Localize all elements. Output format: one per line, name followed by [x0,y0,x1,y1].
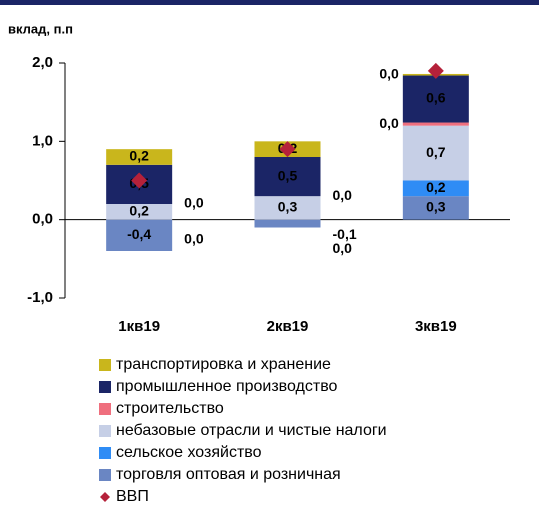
legend-label: ВВП [116,488,149,505]
x-tick-label: 1кв19 [118,318,160,335]
legend-label: торговля оптовая и розничная [116,466,341,483]
data-label: 0,7 [426,144,446,160]
legend-swatch [99,447,111,459]
legend-swatch [99,359,111,371]
header-band [0,0,539,5]
gdp-marker [427,62,444,79]
data-label: 0,0 [184,195,204,211]
legend-label: промышленное производство [116,378,338,395]
data-label: 0,3 [278,199,298,215]
legend-label: транспортировка и хранение [116,356,331,373]
data-label: 0,0 [333,240,353,256]
bar-segment [106,149,173,165]
bar-segment [402,196,469,220]
x-tick-label: 2кв19 [267,318,309,335]
y-tick-label: -1,0 [27,289,53,306]
data-label: 0,6 [426,90,446,106]
legend-swatch [99,469,111,481]
bar-segment [106,219,173,251]
legend-swatch [99,381,111,393]
legend-label: сельское хозяйство [116,444,262,461]
legend-swatch [99,425,111,437]
gdp-marker [131,172,148,189]
data-label: 0,0 [333,187,353,203]
y-axis-label: вклад, п.п [8,21,73,36]
legend-label: небазовые отрасли и чистые налоги [116,422,387,439]
data-label: 0,2 [129,148,149,164]
bar-segment [254,157,321,197]
bar-segment [402,122,469,126]
legend-label: строительство [116,400,224,417]
y-tick-label: 0,0 [32,211,53,228]
y-tick-label: 2,0 [32,54,53,71]
x-tick-label: 3кв19 [415,318,457,335]
data-label: 0,5 [278,167,298,183]
data-label: -0,4 [127,226,151,242]
legend-swatch [99,403,111,415]
bar-segment [254,196,321,220]
data-label: 0,2 [426,179,446,195]
bar-segment [402,75,469,123]
data-label: 0,0 [379,65,399,81]
bar-segment [106,204,173,220]
gdp-marker [279,141,296,158]
data-label: 0,2 [129,203,149,219]
data-label: 0,0 [379,115,399,131]
bar-segment [402,125,469,181]
data-label: 0,3 [426,199,446,215]
bar-segment [402,180,469,197]
data-label: 0,0 [184,230,204,246]
legend-marker [100,492,110,502]
data-label: -0,1 [333,226,357,242]
bar-segment [254,219,321,228]
y-tick-label: 1,0 [32,132,53,149]
